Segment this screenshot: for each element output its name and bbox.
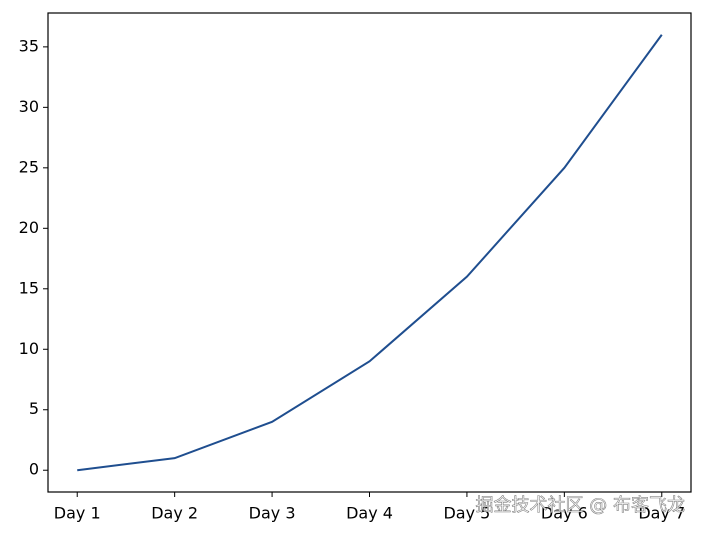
x-tick-label: Day 3 [249, 504, 296, 523]
y-tick-label: 30 [19, 97, 39, 116]
x-tick-label: Day 1 [54, 504, 101, 523]
line [77, 34, 663, 472]
plot-frame [47, 12, 692, 493]
x-tick-label: Day 4 [346, 504, 393, 523]
x-tick-label: Day 7 [638, 504, 685, 523]
y-tick-label: 15 [19, 278, 39, 297]
x-tick-label: Day 2 [151, 504, 198, 523]
y-tick-label: 35 [19, 36, 39, 55]
watermark: 掘金技术社区 @ 布客飞龙 [476, 495, 685, 516]
y-tick-label: 5 [29, 399, 39, 418]
y-tick-label: 10 [19, 339, 39, 358]
y-tick-label: 0 [29, 460, 39, 479]
x-tick-label: Day 6 [541, 504, 588, 523]
y-tick-label: 20 [19, 218, 39, 237]
x-tick-label: Day 5 [443, 504, 490, 523]
y-tick-label: 25 [19, 157, 39, 176]
